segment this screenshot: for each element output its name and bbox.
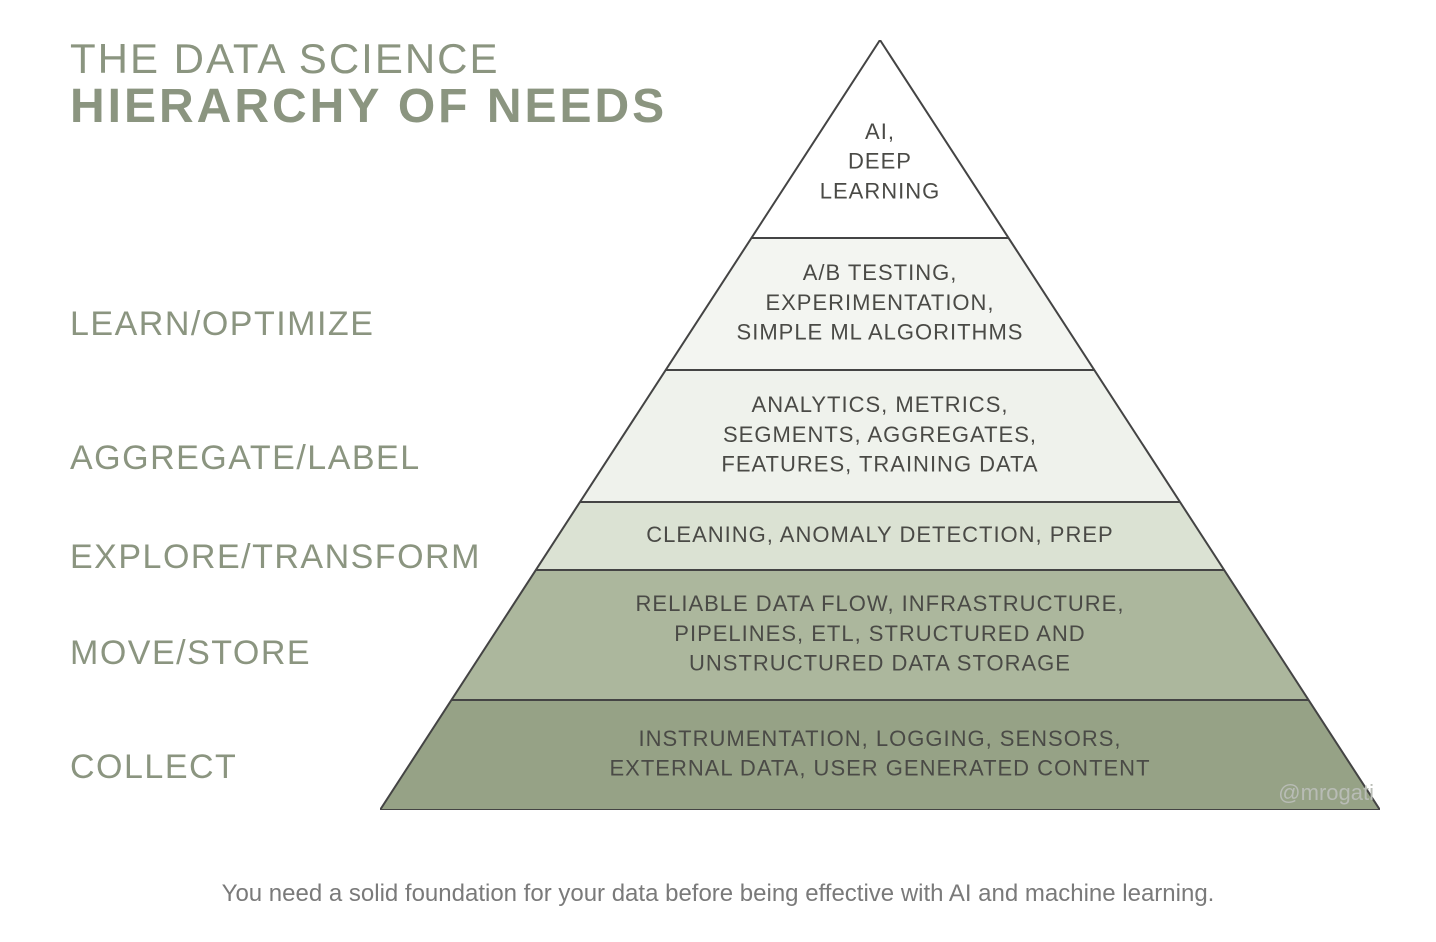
pyramid-level-ai-text-line-2: LEARNING [820,178,940,203]
pyramid-level-ai-text-line-1: DEEP [848,149,912,174]
pyramid-level-learn-optimize-text-line-1: EXPERIMENTATION, [765,290,994,315]
attribution-text: @mrogati [1278,780,1374,805]
pyramid-svg: AI, DEEP LEARNING A/B TESTING, EXPERIMENTATI… [380,40,1380,810]
side-label-learn-optimize: LEARN/OPTIMIZE [70,305,374,344]
pyramid-level-collect-text-line-1: EXTERNAL DATA, USER GENERATED CONTENT [609,756,1150,781]
pyramid-level-move-store-text-line-1: PIPELINES, ETL, STRUCTURED AND [674,621,1085,646]
caption-text: You need a solid foundation for your dat… [0,880,1436,908]
pyramid-level-move-store-text-line-0: RELIABLE DATA FLOW, INFRASTRUCTURE, [636,591,1125,616]
pyramid-level-aggregate-label-text-line-2: FEATURES, TRAINING DATA [721,452,1038,477]
pyramid-level-ai-text-line-0: AI, [865,119,895,144]
pyramid-level-aggregate-label-text-line-0: ANALYTICS, METRICS, [752,392,1009,417]
side-label-aggregate-label: AGGREGATE/LABEL [70,439,421,478]
pyramid-level-collect-text-line-0: INSTRUMENTATION, LOGGING, SENSORS, [638,726,1121,751]
pyramid-level-explore-transform-text-line-0: CLEANING, ANOMALY DETECTION, PREP [646,522,1113,547]
pyramid-level-move-store-text-line-2: UNSTRUCTURED DATA STORAGE [689,651,1071,676]
pyramid-level-learn-optimize-text-line-0: A/B TESTING, [803,260,958,285]
pyramid-level-learn-optimize-text-line-2: SIMPLE ML ALGORITHMS [737,320,1024,345]
side-label-move-store: MOVE/STORE [70,634,311,673]
pyramid-level-aggregate-label-text-line-1: SEGMENTS, AGGREGATES, [723,422,1037,447]
pyramid-container: AI, DEEP LEARNING A/B TESTING, EXPERIMENTATI… [380,40,1380,810]
side-label-collect: COLLECT [70,748,237,787]
